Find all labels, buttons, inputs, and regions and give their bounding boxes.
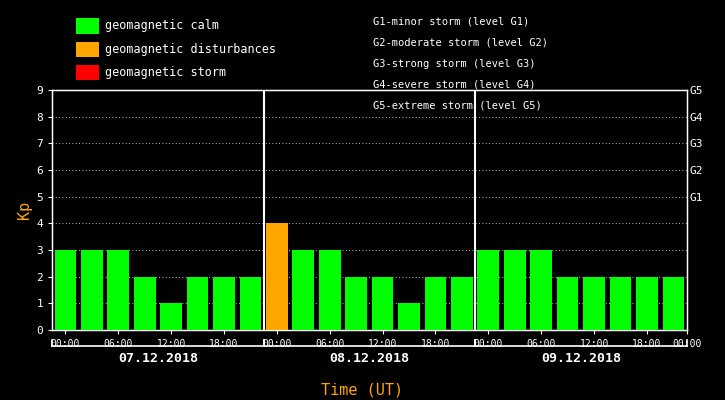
Bar bbox=[372, 277, 394, 330]
Bar bbox=[425, 277, 447, 330]
Text: 07.12.2018: 07.12.2018 bbox=[118, 352, 198, 364]
Bar bbox=[663, 277, 684, 330]
Text: G4-severe storm (level G4): G4-severe storm (level G4) bbox=[373, 80, 536, 90]
Bar bbox=[134, 277, 156, 330]
Bar bbox=[345, 277, 367, 330]
Text: geomagnetic disturbances: geomagnetic disturbances bbox=[105, 43, 276, 56]
Bar bbox=[213, 277, 235, 330]
Bar bbox=[107, 250, 129, 330]
Bar bbox=[160, 303, 182, 330]
Bar bbox=[54, 250, 76, 330]
Bar bbox=[266, 223, 288, 330]
Text: G3-strong storm (level G3): G3-strong storm (level G3) bbox=[373, 59, 536, 69]
Bar bbox=[504, 250, 526, 330]
Bar bbox=[239, 277, 261, 330]
Text: Time (UT): Time (UT) bbox=[321, 382, 404, 398]
Bar bbox=[610, 277, 631, 330]
Bar bbox=[557, 277, 579, 330]
Text: G2-moderate storm (level G2): G2-moderate storm (level G2) bbox=[373, 38, 548, 48]
Bar bbox=[451, 277, 473, 330]
Bar bbox=[319, 250, 341, 330]
Bar bbox=[531, 250, 552, 330]
Text: geomagnetic storm: geomagnetic storm bbox=[105, 66, 226, 79]
Text: 08.12.2018: 08.12.2018 bbox=[329, 352, 410, 364]
Y-axis label: Kp: Kp bbox=[17, 201, 32, 219]
Bar bbox=[187, 277, 208, 330]
Text: 09.12.2018: 09.12.2018 bbox=[541, 352, 621, 364]
Bar bbox=[398, 303, 420, 330]
Bar bbox=[292, 250, 314, 330]
Bar bbox=[583, 277, 605, 330]
Bar bbox=[478, 250, 500, 330]
Text: G1-minor storm (level G1): G1-minor storm (level G1) bbox=[373, 17, 530, 27]
Text: G5-extreme storm (level G5): G5-extreme storm (level G5) bbox=[373, 100, 542, 110]
Bar bbox=[636, 277, 658, 330]
Text: geomagnetic calm: geomagnetic calm bbox=[105, 20, 219, 32]
Bar bbox=[81, 250, 103, 330]
